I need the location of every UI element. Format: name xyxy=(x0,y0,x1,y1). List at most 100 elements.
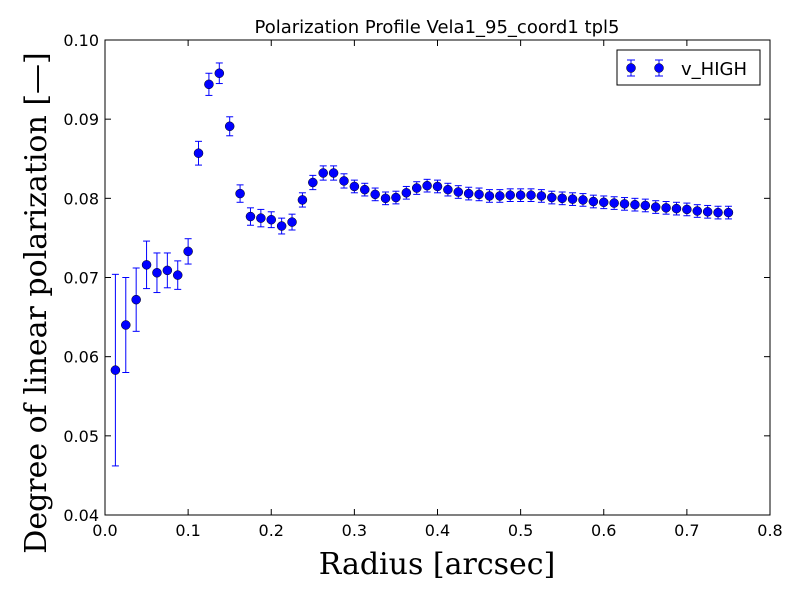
data-point xyxy=(495,189,505,203)
data-point xyxy=(308,174,318,191)
data-marker xyxy=(245,211,256,222)
data-point xyxy=(640,198,651,213)
legend: v_HIGH xyxy=(616,49,761,86)
data-marker xyxy=(318,168,328,178)
data-point xyxy=(557,191,567,206)
data-point xyxy=(630,197,640,212)
data-marker xyxy=(411,183,422,193)
data-marker xyxy=(214,68,225,78)
x-tick-label: 0.7 xyxy=(674,521,699,540)
plot-frame xyxy=(104,39,771,516)
data-point xyxy=(619,197,630,211)
data-marker xyxy=(401,188,412,198)
data-point xyxy=(380,191,391,206)
legend-label-v-high: v_HIGH xyxy=(681,59,747,80)
legend-box xyxy=(616,49,761,86)
data-point xyxy=(650,200,661,214)
data-marker xyxy=(360,184,370,195)
data-point xyxy=(110,273,121,467)
data-marker xyxy=(640,200,651,211)
data-marker xyxy=(536,191,547,201)
data-marker xyxy=(391,192,401,203)
data-marker xyxy=(297,195,308,205)
data-marker xyxy=(349,181,360,192)
data-marker xyxy=(515,190,526,200)
data-marker xyxy=(713,207,723,218)
data-marker xyxy=(578,195,588,205)
data-point xyxy=(162,252,173,289)
data-point xyxy=(443,182,453,197)
data-marker xyxy=(526,190,536,200)
data-marker xyxy=(484,191,495,201)
data-marker xyxy=(308,177,318,188)
data-marker xyxy=(266,214,276,225)
legend-marker-right xyxy=(654,63,664,73)
data-point xyxy=(266,211,276,229)
x-tick-label: 0.5 xyxy=(508,521,533,540)
data-point xyxy=(411,181,422,195)
data-point xyxy=(599,195,609,210)
data-point xyxy=(172,260,183,290)
data-point xyxy=(588,194,599,209)
data-marker xyxy=(671,203,682,214)
data-point xyxy=(141,240,152,290)
data-point xyxy=(121,277,131,373)
data-point xyxy=(287,213,297,231)
data-marker xyxy=(422,180,432,191)
data-marker xyxy=(380,193,391,204)
x-axis-label: Radius [arcsec] xyxy=(319,547,556,582)
data-point xyxy=(505,188,515,202)
y-tick-label: 0.07 xyxy=(63,269,99,288)
data-marker xyxy=(183,246,193,257)
data-point xyxy=(360,182,370,197)
data-marker xyxy=(256,213,266,223)
x-tick-label: 0.0 xyxy=(92,521,117,540)
data-marker xyxy=(443,184,453,195)
data-marker xyxy=(630,199,640,210)
data-point xyxy=(193,140,204,166)
data-point xyxy=(318,165,328,181)
chart-title: Polarization Profile Vela1_95_coord1 tpl… xyxy=(255,17,620,38)
data-point xyxy=(339,173,349,189)
data-marker xyxy=(599,197,609,208)
data-point xyxy=(536,189,547,203)
data-marker xyxy=(339,176,349,186)
data-point xyxy=(391,190,401,205)
data-marker xyxy=(692,206,703,216)
data-marker xyxy=(152,268,162,278)
data-point xyxy=(256,208,266,228)
data-marker xyxy=(193,148,204,158)
y-axis-label: Degree of linear polarization [—] xyxy=(19,52,54,553)
data-marker xyxy=(162,265,173,276)
data-point xyxy=(328,165,339,181)
data-point xyxy=(713,205,723,220)
data-point xyxy=(224,116,235,137)
y-tick-label: 0.04 xyxy=(63,506,99,525)
data-marker xyxy=(121,320,131,330)
x-tick-label: 0.3 xyxy=(342,521,367,540)
data-point xyxy=(432,179,443,194)
x-tick-label: 0.1 xyxy=(175,521,200,540)
legend-marker-left xyxy=(626,63,636,73)
data-marker xyxy=(235,188,245,199)
y-tick-label: 0.08 xyxy=(63,189,99,208)
data-marker xyxy=(474,189,484,200)
data-marker xyxy=(463,188,474,199)
x-tick-label: 0.4 xyxy=(425,521,450,540)
data-series-v-high xyxy=(110,62,734,467)
data-point xyxy=(152,252,162,294)
data-point xyxy=(183,238,193,265)
y-tick-label: 0.10 xyxy=(63,31,99,50)
data-point xyxy=(422,178,432,193)
data-point xyxy=(453,185,464,199)
data-marker xyxy=(619,199,630,209)
data-marker xyxy=(661,203,671,213)
data-marker xyxy=(224,121,235,132)
data-point xyxy=(370,187,380,202)
data-point xyxy=(723,205,734,220)
data-point xyxy=(297,192,308,208)
data-marker xyxy=(204,79,214,90)
data-point xyxy=(547,190,557,205)
data-point xyxy=(214,62,225,85)
